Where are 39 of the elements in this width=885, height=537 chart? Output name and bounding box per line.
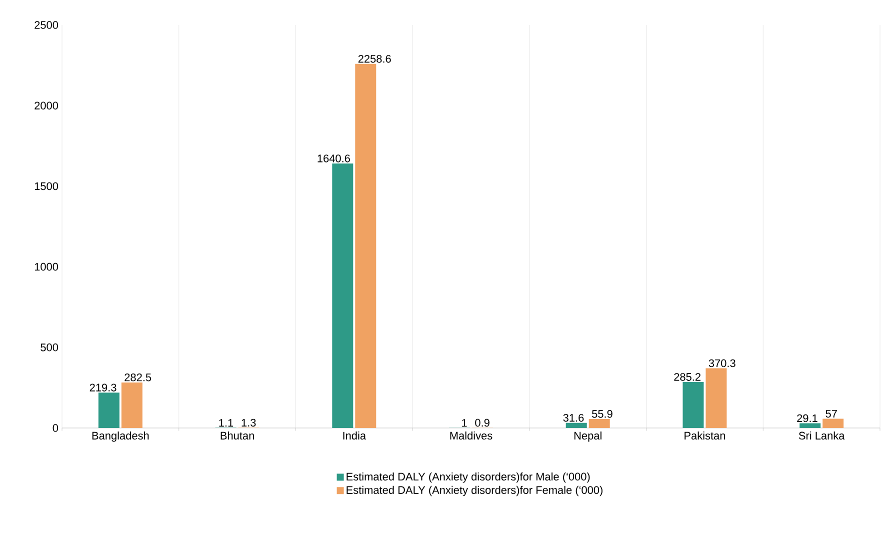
data-label: 1.1 [219, 419, 234, 427]
y-tick-label: 1500 [34, 182, 58, 190]
x-tick-label: India [343, 432, 366, 440]
bar [800, 423, 821, 428]
data-label: 29.1 [797, 414, 818, 422]
data-label: 1640.6 [318, 154, 350, 162]
x-tick-label: Sri Lanka [798, 432, 845, 440]
bar [98, 392, 120, 428]
data-label: 219.3 [90, 384, 116, 392]
y-tick-label: 2000 [34, 102, 58, 110]
data-label: 0.9 [475, 418, 490, 427]
x-tick-label: Bhutan [220, 432, 254, 440]
data-label: 55.9 [592, 410, 612, 418]
bar [706, 368, 727, 428]
data-label: 370.3 [708, 359, 736, 368]
data-label: 285.2 [674, 373, 700, 381]
bar [121, 382, 142, 428]
legend-label: Estimated DALY (Anxiety disorders)for Male (‘000) [346, 472, 590, 483]
data-label: 1 [462, 419, 467, 427]
bar [355, 64, 376, 428]
y-tick-label: 2500 [34, 21, 58, 29]
x-tick-label: Pakistan [684, 432, 726, 440]
y-tick-label: 500 [40, 344, 58, 352]
legend-label: Estimated DALY (Anxiety disorders)for Female (‘000) [346, 486, 602, 496]
bar [822, 418, 844, 428]
x-tick-label: Nepal [574, 432, 602, 442]
data-label: 57 [826, 410, 837, 418]
data-label: 282.5 [124, 374, 152, 382]
x-tick-label: Bangladesh [92, 432, 149, 442]
y-tick-label: 0 [52, 424, 58, 432]
bar [566, 422, 587, 428]
data-label: 1.3 [242, 418, 256, 427]
bar [332, 164, 354, 428]
bar [588, 418, 610, 428]
data-label: 31.6 [563, 414, 584, 422]
x-tick-label: Maldives [450, 432, 492, 440]
y-tick-label: 1000 [34, 262, 58, 271]
bar [682, 382, 704, 428]
data-label: 2258.6 [358, 54, 391, 63]
